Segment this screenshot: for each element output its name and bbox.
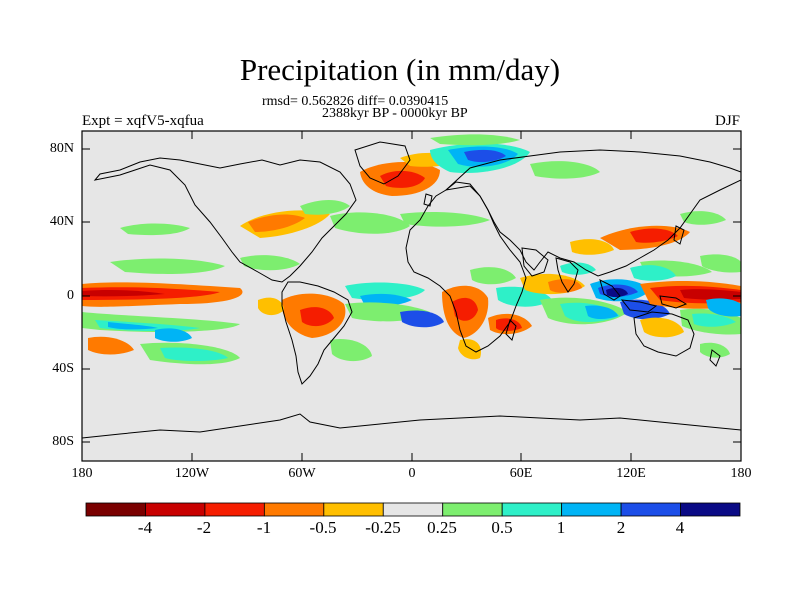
colorbar-box bbox=[561, 502, 622, 517]
experiment-label: Expt = xqfV5-xqfua bbox=[82, 113, 204, 129]
colorbar-box bbox=[204, 502, 265, 517]
lon-label-60w: 60W bbox=[288, 466, 316, 481]
colorbar-box bbox=[442, 502, 503, 517]
lat-label-80s: 80S bbox=[52, 434, 74, 449]
time-period-label: 2388kyr BP - 0000kyr BP bbox=[322, 106, 468, 121]
lon-label-180-east: 180 bbox=[730, 466, 752, 481]
colorbar-box bbox=[382, 502, 444, 517]
colorbar-box bbox=[323, 502, 384, 517]
lat-label-40n: 40N bbox=[49, 214, 74, 229]
lon-ticks bbox=[81, 131, 742, 461]
coastlines bbox=[82, 141, 741, 439]
lat-label-80n: 80N bbox=[49, 141, 74, 156]
lat-label-40s: 40S bbox=[52, 361, 74, 376]
colorbar-box bbox=[680, 502, 741, 517]
colorbar bbox=[85, 502, 741, 517]
colorbar-label: 2 bbox=[616, 518, 626, 537]
anomaly-fields bbox=[82, 134, 741, 365]
colorbar-label: -1 bbox=[256, 518, 272, 537]
lon-label-60e: 60E bbox=[509, 466, 533, 481]
map-title: Precipitation (in mm/day) bbox=[239, 52, 561, 87]
colorbar-box bbox=[145, 502, 206, 517]
colorbar-label: -0.25 bbox=[365, 518, 401, 537]
colorbar-label: -2 bbox=[196, 518, 212, 537]
colorbar-label: 4 bbox=[675, 518, 685, 537]
colorbar-box bbox=[501, 502, 563, 517]
colorbar-label: 0.5 bbox=[491, 518, 513, 537]
lon-label-0: 0 bbox=[408, 466, 416, 481]
colorbar-label: 0.25 bbox=[427, 518, 457, 537]
colorbar-box bbox=[620, 502, 681, 517]
rmsd-diff-stats: rmsd= 0.562826 diff= 0.0390415 bbox=[262, 94, 449, 109]
lat-label-0: 0 bbox=[67, 288, 74, 303]
lat-ticks bbox=[82, 148, 741, 443]
lon-label-120e: 120E bbox=[616, 466, 646, 481]
colorbar-box bbox=[263, 502, 325, 517]
colorbar-label: 1 bbox=[556, 518, 566, 537]
lon-label-120w: 120W bbox=[174, 466, 210, 481]
season-label: DJF bbox=[714, 113, 740, 129]
lon-label-180-west: 180 bbox=[71, 466, 93, 481]
colorbar-box bbox=[85, 502, 146, 517]
colorbar-label: -0.5 bbox=[309, 518, 337, 537]
colorbar-label: -4 bbox=[137, 518, 153, 537]
